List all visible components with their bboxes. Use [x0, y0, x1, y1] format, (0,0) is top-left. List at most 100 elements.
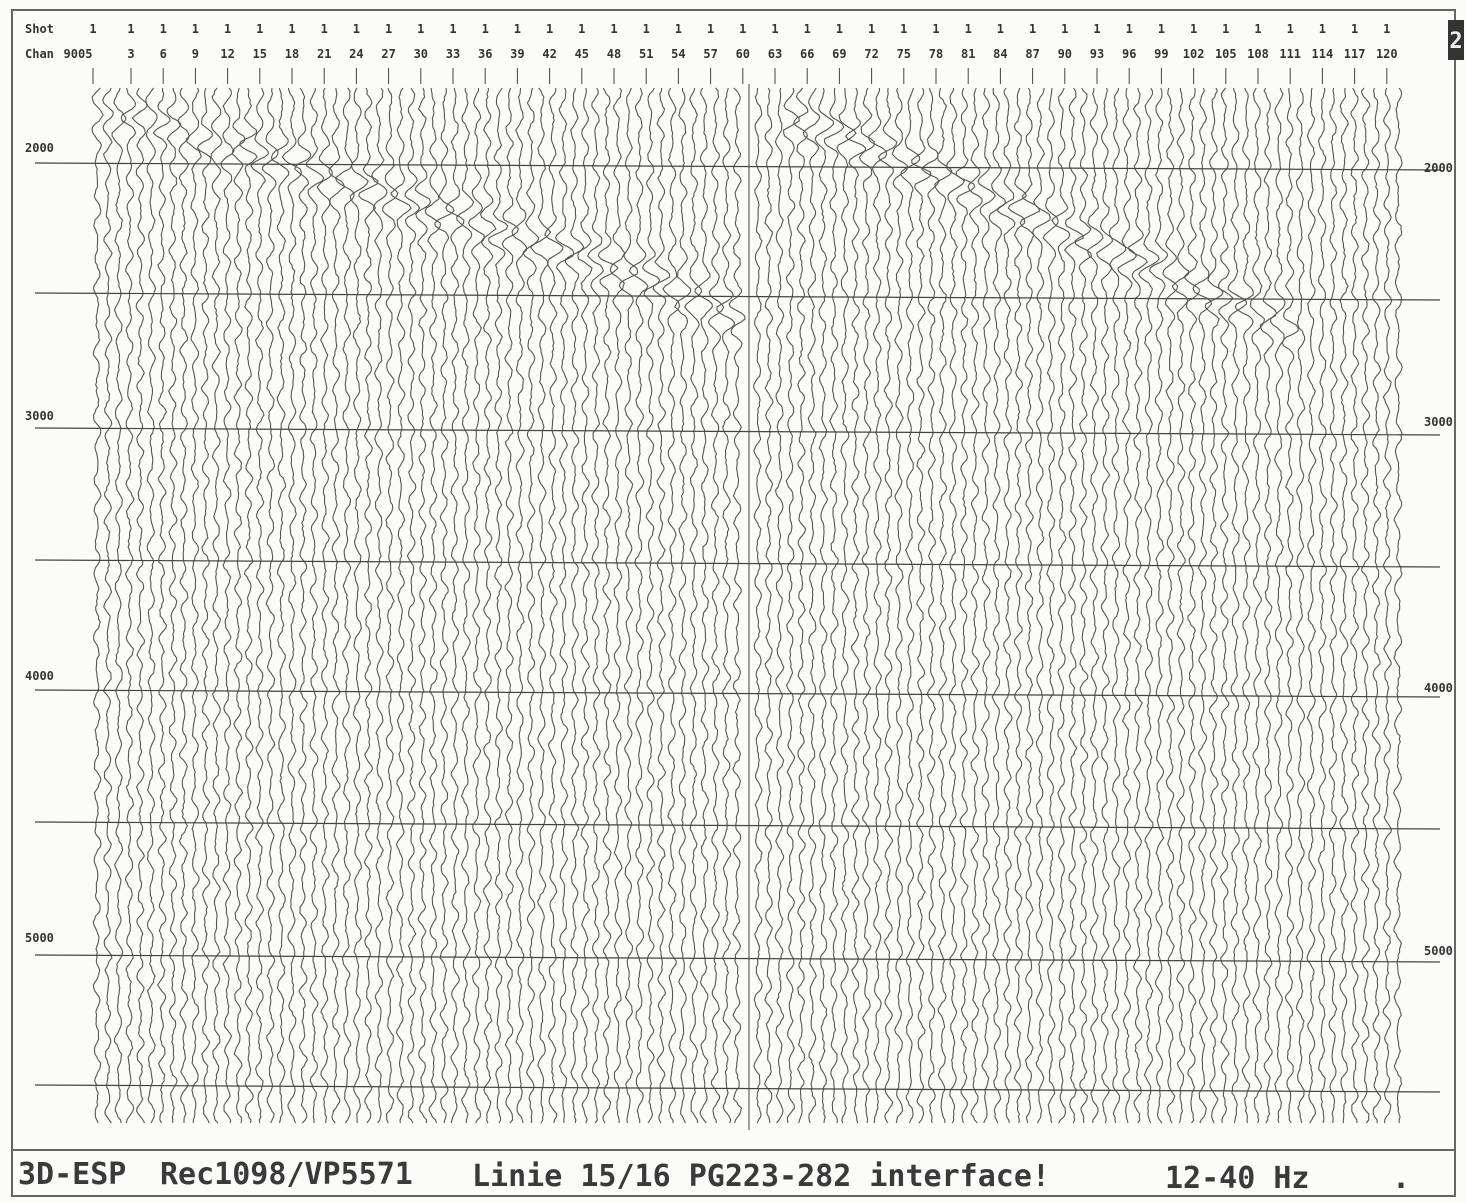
trace	[371, 87, 388, 1124]
trace	[1360, 87, 1371, 1124]
shot-number: 1	[578, 22, 585, 36]
channel-label: 63	[768, 47, 782, 61]
time-label-right: 2000	[1424, 161, 1453, 175]
trace	[1007, 87, 1028, 1124]
trace	[1096, 87, 1114, 1124]
shot-number: 1	[89, 22, 96, 36]
footer-frame	[11, 1149, 1456, 1197]
trace	[434, 87, 455, 1124]
channel-label: 114	[1312, 47, 1334, 61]
channel-label: 42	[542, 47, 556, 61]
channel-label: 51	[639, 47, 653, 61]
timing-line	[34, 1084, 1441, 1093]
trace	[823, 87, 845, 1124]
channel-label: 18	[285, 47, 299, 61]
trace	[349, 87, 369, 1123]
timing-line	[34, 292, 1441, 301]
trace	[102, 87, 114, 1124]
channel-label: 39	[510, 47, 524, 61]
trace	[1371, 87, 1382, 1123]
trace	[1138, 87, 1160, 1124]
trace	[1042, 87, 1059, 1124]
shot-number: 1	[707, 22, 714, 36]
channel-label: 15	[253, 47, 267, 61]
trace	[1270, 87, 1286, 1124]
channel-label: 96	[1122, 47, 1136, 61]
trace	[456, 87, 475, 1124]
channel-label: 9005	[64, 47, 93, 61]
trace	[1019, 87, 1041, 1124]
trace	[955, 87, 976, 1124]
trace	[674, 87, 692, 1124]
trace	[185, 87, 202, 1124]
trace	[91, 87, 104, 1124]
timing-line	[34, 689, 1441, 698]
time-label-left: 4000	[25, 669, 54, 683]
channel-label: 36	[478, 47, 492, 61]
shot-number: 1	[514, 22, 521, 36]
trace	[1108, 87, 1127, 1124]
page-number: 2	[1449, 29, 1462, 54]
trace	[529, 87, 552, 1124]
channel-label: 117	[1344, 47, 1366, 61]
channel-label: 66	[800, 47, 814, 61]
trace	[753, 87, 763, 1124]
trace	[1149, 87, 1169, 1124]
trace	[1051, 87, 1071, 1124]
timing-line	[34, 954, 1441, 963]
trace	[220, 87, 235, 1124]
trace	[1350, 87, 1360, 1123]
shot-number: 1	[868, 22, 875, 36]
channel-label: 75	[897, 47, 911, 61]
trace	[468, 87, 485, 1124]
channel-label: 27	[381, 47, 395, 61]
shot-number: 1	[385, 22, 392, 36]
filter: 12-40 Hz	[1165, 1161, 1310, 1196]
trace	[479, 87, 497, 1124]
trace	[597, 87, 619, 1124]
trace	[488, 87, 509, 1124]
shot-number: 1	[1061, 22, 1068, 36]
timing-line	[34, 821, 1441, 830]
trace	[911, 87, 932, 1124]
shot-number: 1	[610, 22, 617, 36]
trace	[305, 87, 325, 1123]
trace	[628, 87, 649, 1123]
trace	[358, 87, 379, 1124]
trace	[618, 87, 639, 1124]
trace	[1382, 87, 1393, 1124]
trace	[763, 87, 774, 1124]
timing-line	[34, 162, 1441, 171]
trace	[877, 87, 898, 1124]
trace	[728, 87, 746, 1124]
trace	[891, 87, 909, 1124]
trace	[231, 87, 246, 1124]
channel-label: 84	[993, 47, 1007, 61]
channel-label: 81	[961, 47, 975, 61]
trace	[166, 87, 182, 1123]
trace	[662, 87, 680, 1124]
time-label-left: 5000	[25, 931, 54, 945]
trace	[977, 87, 996, 1124]
trace	[814, 87, 835, 1124]
shot-number: 1	[160, 22, 167, 36]
trace	[445, 87, 465, 1124]
trace	[1192, 87, 1213, 1124]
trace	[1317, 87, 1327, 1124]
trace	[152, 87, 171, 1124]
trace	[1306, 87, 1317, 1124]
survey: 3D-ESP	[18, 1157, 126, 1192]
trace	[694, 87, 713, 1124]
traces	[91, 87, 1403, 1124]
shot-number: 1	[1190, 22, 1197, 36]
timing-line	[34, 427, 1441, 436]
channel-label: 30	[414, 47, 428, 61]
channel-label: 69	[832, 47, 846, 61]
channel-label: 90	[1058, 47, 1072, 61]
shot-number: 1	[643, 22, 650, 36]
trace	[316, 87, 333, 1124]
channel-label: 108	[1247, 47, 1269, 61]
trace	[921, 87, 940, 1124]
shot-number: 1	[1126, 22, 1133, 36]
channel-label: 99	[1154, 47, 1168, 61]
